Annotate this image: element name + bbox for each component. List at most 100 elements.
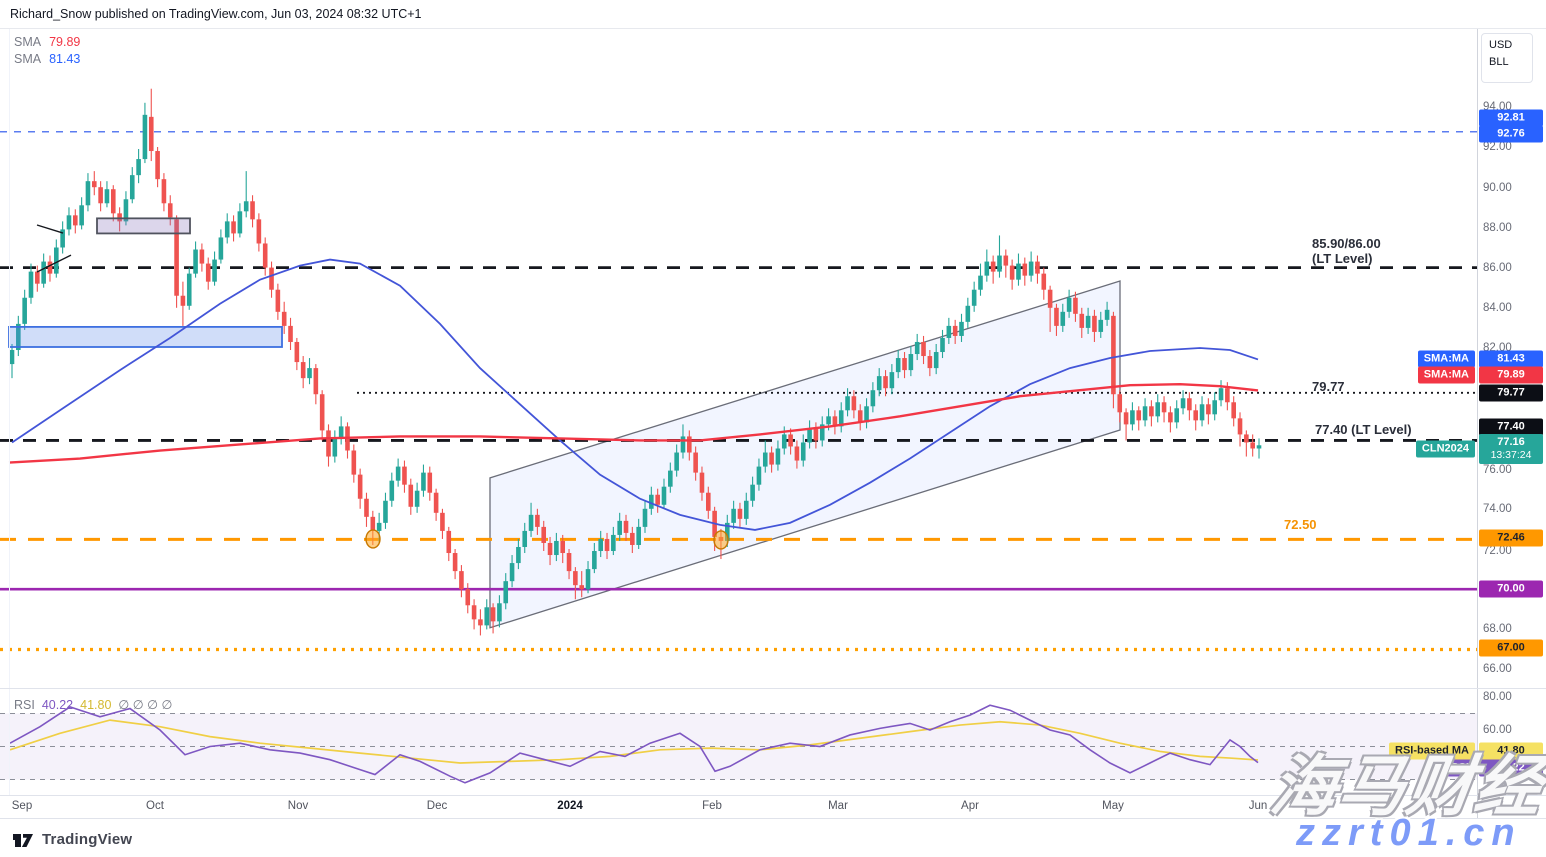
time-axis-label[interactable]: Jun	[1248, 800, 1268, 812]
time-axis-label[interactable]: Sep	[11, 800, 33, 812]
candle-body	[1142, 406, 1148, 421]
candle-body	[1022, 263, 1028, 276]
tradingview-brand-text: TradingView	[42, 830, 133, 848]
timeaxis-separator	[0, 795, 1546, 796]
tradingview-logo-icon	[13, 834, 33, 847]
price-axis-badge: 81.43	[1479, 350, 1543, 368]
time-axis-label[interactable]: Mar	[828, 800, 848, 812]
rsi-legend[interactable]: RSI 40.22 41.80 ∅ ∅ ∅ ∅	[14, 697, 179, 712]
candle-body	[357, 474, 363, 499]
time-axis-label[interactable]: Dec	[426, 800, 448, 812]
candle-body	[155, 151, 160, 180]
candle-body	[1155, 402, 1161, 417]
sma-fast-legend[interactable]: SMA 79.89	[14, 35, 80, 49]
candle-body	[509, 563, 515, 582]
candle-body	[781, 434, 787, 449]
price-axis-label: 66.00	[1483, 663, 1512, 675]
candle-body	[731, 508, 736, 523]
time-axis-label[interactable]: Oct	[146, 800, 164, 812]
time-axis-label[interactable]: May	[1102, 800, 1124, 812]
candle-body	[440, 512, 445, 531]
candle-body	[1016, 263, 1021, 280]
candle-body	[895, 358, 901, 373]
candle-body	[224, 221, 230, 238]
price-axis-label: 86.00	[1483, 262, 1512, 274]
candle-body	[351, 450, 357, 475]
candle-body	[262, 243, 268, 268]
price-axis-badge: 79.77	[1479, 384, 1543, 402]
candle-body	[668, 470, 673, 487]
candle-body	[693, 452, 698, 473]
candle-body	[699, 472, 705, 493]
candle-body	[630, 532, 635, 545]
candle-body	[35, 271, 40, 284]
candle-body	[826, 416, 831, 425]
sma-fast-label: SMA	[14, 35, 42, 49]
candle-body	[237, 211, 243, 234]
candle-body	[680, 436, 686, 453]
rsi-ma-value: 41.80	[80, 698, 112, 712]
candle-body	[123, 199, 129, 222]
candle-body	[838, 410, 844, 427]
candle-body	[376, 522, 382, 531]
candle-body	[395, 466, 401, 481]
candle-body	[421, 472, 426, 491]
candle-body	[136, 159, 141, 176]
candle-body	[674, 452, 679, 471]
candle-body	[661, 486, 667, 505]
candle-body	[161, 179, 167, 204]
candle-body	[857, 410, 863, 423]
candle-body	[402, 466, 407, 485]
countdown-timer: 13:37:24	[1490, 449, 1532, 461]
candle-body	[1035, 261, 1040, 274]
candle-body	[22, 297, 27, 324]
axis-badge-chip: SMA:MA	[1417, 350, 1475, 368]
candle-body	[110, 189, 116, 214]
candle-body	[1193, 410, 1199, 421]
candle-body	[218, 237, 224, 260]
candle-body	[1060, 311, 1066, 326]
candle-body	[180, 295, 186, 306]
axis-badge-chip: CLN2024	[1415, 440, 1475, 458]
sma-slow-legend[interactable]: SMA 81.43	[14, 52, 80, 66]
event-circle-marker	[713, 530, 729, 550]
candle-body	[433, 492, 439, 513]
level-annotation-label: 79.77	[1312, 379, 1345, 394]
chart-left-border	[9, 28, 10, 795]
candle-body	[706, 492, 711, 511]
pane-separator[interactable]	[0, 688, 1546, 689]
tradingview-attribution[interactable]: TradingView	[12, 828, 132, 850]
time-axis-label[interactable]: Apr	[961, 800, 979, 812]
candle-body	[902, 358, 907, 371]
axis-badge-chip: RSI	[1444, 759, 1475, 777]
candle-body	[756, 466, 762, 485]
time-axis-label[interactable]: Nov	[287, 800, 309, 812]
candle-body	[990, 261, 996, 272]
candle-body	[724, 522, 730, 541]
candle-body	[174, 219, 179, 296]
time-axis-label[interactable]: 2024	[557, 800, 583, 812]
candle-body	[1256, 445, 1262, 449]
candle-body	[243, 201, 249, 212]
candle-body	[604, 538, 610, 552]
candle-body	[876, 376, 882, 391]
candle-body	[566, 553, 572, 572]
price-axis-badge: 40.22	[1479, 759, 1543, 777]
time-axis-label[interactable]: Jul	[1382, 800, 1398, 812]
candle-body	[1066, 297, 1072, 312]
candle-body	[364, 498, 369, 517]
candle-body	[611, 534, 616, 552]
sma-slow-label: SMA	[14, 52, 42, 66]
candle-body	[231, 221, 236, 234]
candle-body	[484, 607, 490, 626]
candle-body	[1028, 261, 1034, 276]
sma-fast-line	[8, 382, 1259, 464]
candle-body	[598, 538, 603, 552]
candle-body	[199, 249, 205, 264]
candle-body	[9, 350, 15, 365]
candle-body	[592, 551, 597, 570]
time-axis-label[interactable]: Feb	[702, 800, 722, 812]
price-axis-badge: 77.40	[1479, 418, 1543, 436]
sma-slow-line	[11, 258, 1259, 531]
